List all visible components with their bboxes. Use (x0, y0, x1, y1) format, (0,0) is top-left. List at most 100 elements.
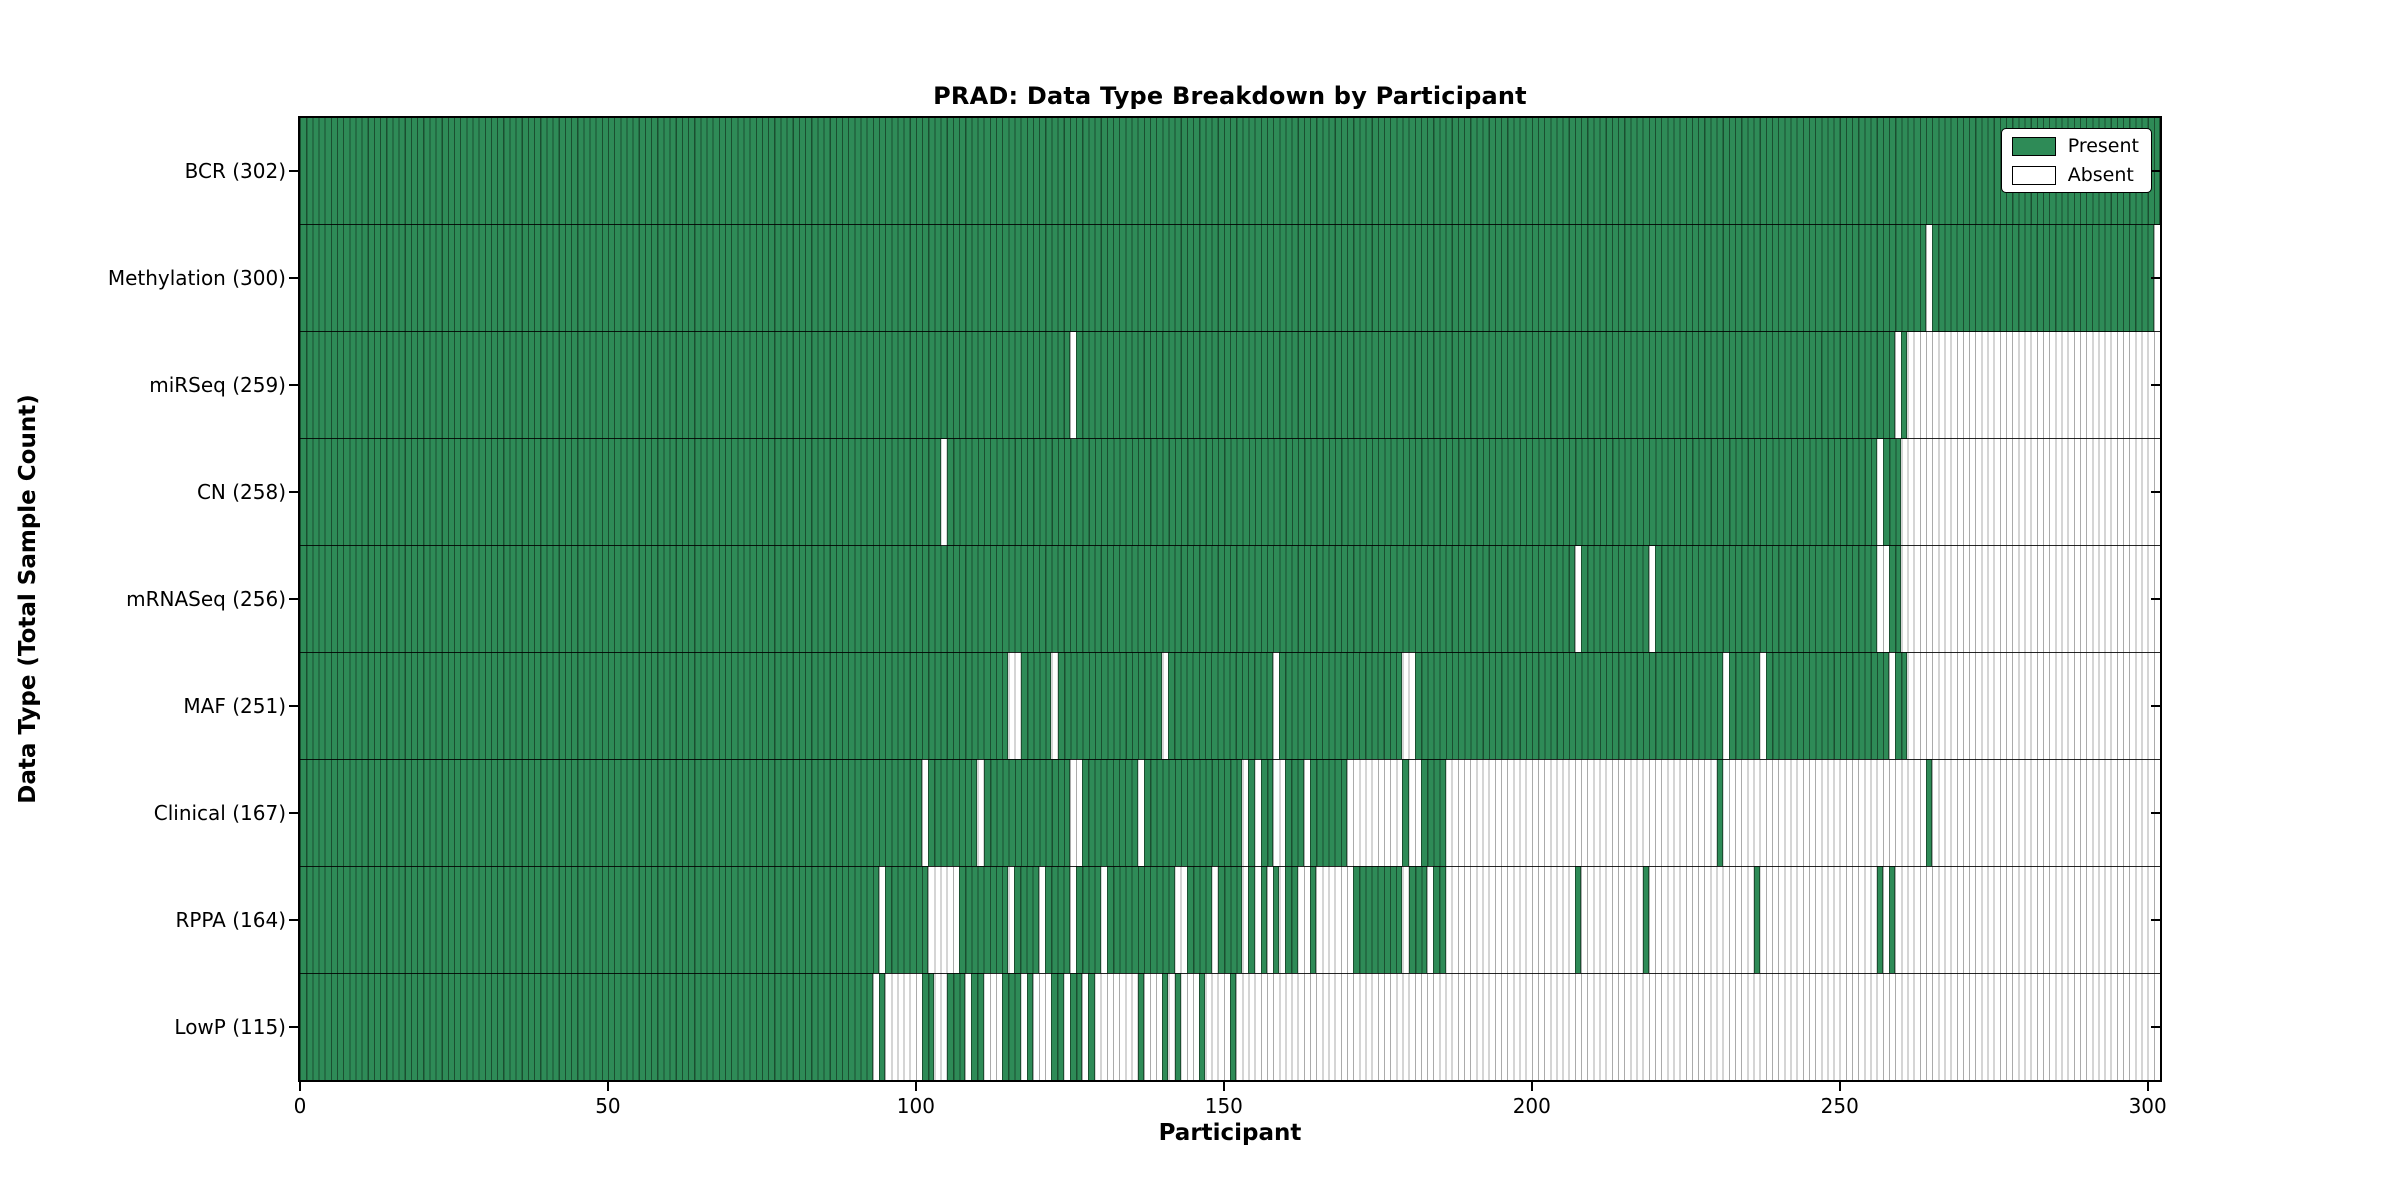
data-row-rppa (300, 866, 2160, 974)
present-segment (1889, 866, 1896, 974)
present-segment (1014, 866, 1040, 974)
x-tick-label: 250 (1820, 1094, 1859, 1118)
present-segment (1057, 652, 1163, 760)
y-tick-label: mRNASeq (256) (126, 587, 286, 611)
present-segment (1408, 866, 1428, 974)
x-tick-mark (1838, 1082, 1841, 1091)
present-segment (300, 652, 1009, 760)
present-segment (300, 973, 873, 1080)
y-tick-mark-right (2151, 918, 2160, 921)
y-axis-label: Data Type (Total Sample Count) (15, 394, 41, 804)
present-segment (1026, 973, 1033, 1080)
present-segment (1728, 652, 1760, 760)
present-segment (300, 224, 1926, 332)
x-tick-label: 100 (896, 1094, 935, 1118)
present-segment (1106, 866, 1175, 974)
row-divider (300, 331, 2160, 333)
y-tick-mark (289, 811, 298, 814)
y-tick-label: LowP (115) (174, 1014, 286, 1039)
present-segment (1020, 652, 1052, 760)
y-tick-mark-right (2151, 170, 2160, 173)
y-tick-label: miRSeq (259) (149, 373, 286, 398)
present-segment (1002, 973, 1021, 1080)
y-tick-label: Clinical (167) (153, 800, 286, 825)
y-tick-label: RPPA (164) (175, 907, 286, 932)
x-tick-mark (1222, 1082, 1225, 1091)
y-tick-mark-right (2151, 491, 2160, 494)
data-row-clinical (300, 759, 2160, 867)
present-segment (1137, 973, 1144, 1080)
y-tick-mark-right (2151, 704, 2160, 707)
present-segment (1285, 866, 1298, 974)
row-divider (300, 438, 2160, 440)
present-segment (1353, 866, 1403, 974)
x-axis-label: Participant (1158, 1120, 1302, 1146)
y-tick-label: CN (258) (196, 480, 286, 505)
present-segment (1248, 866, 1255, 974)
present-segment (1174, 973, 1181, 1080)
x-tick-mark (299, 1082, 301, 1091)
present-segment (959, 866, 1009, 974)
legend-label-absent: Absent (2067, 164, 2134, 186)
row-divider (300, 651, 2160, 653)
x-tick-mark (914, 1082, 917, 1091)
present-segment (1753, 866, 1760, 974)
present-segment (1310, 759, 1348, 867)
present-segment (1051, 973, 1064, 1080)
legend-swatch-present (2011, 136, 2056, 156)
y-tick-mark (289, 170, 298, 173)
y-tick-mark (289, 704, 298, 707)
present-segment (1045, 866, 1070, 974)
y-tick-mark-right (2151, 384, 2160, 387)
present-segment (922, 973, 935, 1080)
present-segment (1925, 759, 1933, 867)
present-segment (983, 759, 1070, 867)
present-segment (1414, 652, 1723, 760)
y-tick-mark (289, 491, 298, 494)
row-divider (300, 545, 2160, 547)
y-tick-mark (289, 1025, 298, 1028)
legend-entry-absent: Absent (2011, 164, 2139, 186)
data-row-mrnaseq (300, 545, 2160, 653)
present-segment (1876, 866, 1883, 974)
legend-entry-present: Present (2011, 136, 2139, 156)
x-tick-label: 0 (293, 1094, 307, 1118)
present-segment (1901, 331, 1908, 439)
present-segment (928, 759, 978, 867)
y-tick-mark-right (2151, 811, 2160, 814)
present-segment (300, 759, 923, 867)
data-row-mirseq (300, 331, 2160, 439)
row-divider (300, 224, 2160, 226)
present-segment (1260, 759, 1274, 867)
present-segment (878, 973, 886, 1080)
legend-swatch-absent (2011, 165, 2056, 185)
present-segment (1310, 866, 1317, 974)
legend: Present Absent (2000, 128, 2152, 193)
data-row-bcr (300, 118, 2160, 225)
y-tick-mark (289, 598, 298, 600)
y-tick-mark-right (2151, 277, 2160, 280)
present-segment (1143, 759, 1243, 867)
data-row-cn (300, 438, 2160, 546)
present-segment (946, 438, 1877, 546)
chart-title: PRAD: Data Type Breakdown by Participant (933, 82, 1527, 110)
plot-area: Present Absent (298, 116, 2162, 1082)
present-segment (1285, 759, 1304, 867)
present-segment (1932, 224, 2154, 332)
x-tick-label: 150 (1204, 1094, 1243, 1118)
row-divider (300, 758, 2160, 760)
present-segment (1433, 866, 1446, 974)
y-tick-label: Methylation (300) (107, 266, 286, 291)
present-segment (1581, 545, 1649, 653)
row-divider (300, 972, 2160, 974)
present-segment (1069, 973, 1083, 1080)
y-tick-label: BCR (302) (184, 159, 286, 184)
y-tick-mark-right (2151, 598, 2160, 600)
present-segment (1279, 652, 1403, 760)
present-segment (1248, 759, 1255, 867)
present-segment (971, 973, 984, 1080)
present-segment (1168, 652, 1274, 760)
present-segment (1273, 866, 1280, 974)
present-segment (1716, 759, 1723, 867)
x-tick-label: 50 (595, 1094, 621, 1118)
